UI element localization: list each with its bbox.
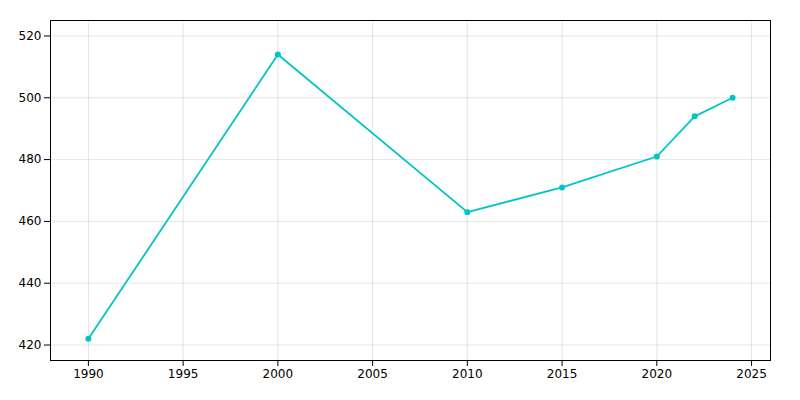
svg-text:440: 440: [19, 276, 42, 290]
svg-text:2025: 2025: [736, 367, 767, 381]
svg-text:460: 460: [19, 214, 42, 228]
svg-text:1990: 1990: [73, 367, 104, 381]
svg-text:2005: 2005: [357, 367, 388, 381]
svg-text:480: 480: [19, 152, 42, 166]
svg-text:2020: 2020: [642, 367, 673, 381]
svg-text:1995: 1995: [168, 367, 199, 381]
svg-text:2000: 2000: [263, 367, 294, 381]
svg-text:2010: 2010: [452, 367, 483, 381]
svg-text:420: 420: [19, 338, 42, 352]
svg-text:520: 520: [19, 29, 42, 43]
svg-text:2015: 2015: [547, 367, 578, 381]
svg-text:500: 500: [19, 91, 42, 105]
